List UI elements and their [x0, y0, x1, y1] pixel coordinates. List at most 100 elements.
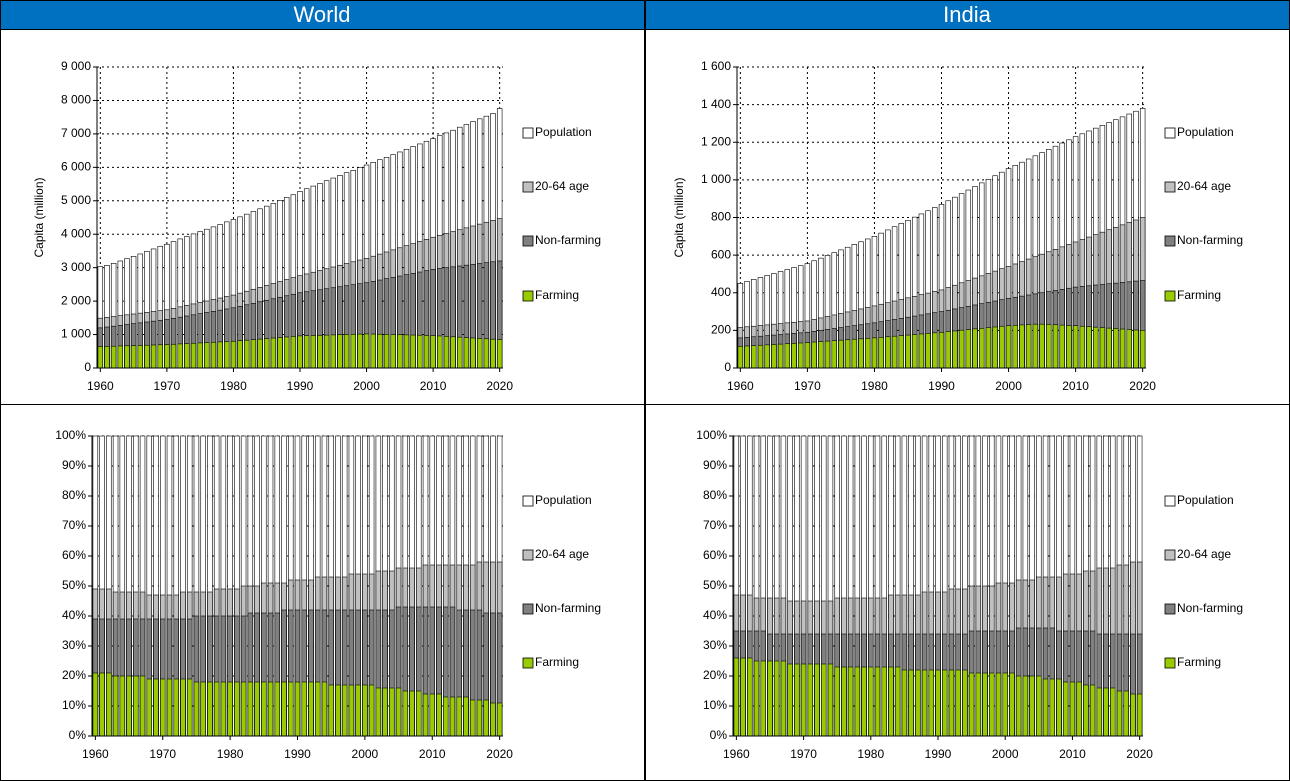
legend-swatch: [522, 127, 534, 139]
legend-label: Non-farming: [535, 233, 601, 247]
header-title: World: [293, 2, 350, 27]
bar: [992, 326, 998, 369]
legend-label: Farming: [1177, 288, 1221, 302]
legend-label: Non-farming: [1177, 601, 1243, 615]
bar: [290, 336, 297, 369]
bar: [375, 687, 382, 737]
legend-label: 20-64 age: [1177, 179, 1231, 193]
bar: [217, 341, 223, 369]
y-tick-label: 10%: [62, 698, 86, 712]
bar: [804, 342, 811, 369]
bar: [915, 669, 921, 737]
bar: [962, 669, 968, 737]
y-tick-label: 60%: [703, 548, 727, 562]
bar: [483, 699, 489, 737]
legend-swatch: [1164, 495, 1176, 507]
bar: [777, 343, 784, 369]
bar: [92, 672, 99, 737]
bar: [821, 663, 827, 737]
legend-swatch: [522, 290, 534, 302]
bar: [1025, 324, 1032, 369]
x-tick-label: 2000: [995, 379, 1022, 393]
y-tick-label: 0%: [710, 728, 728, 742]
y-tick-label: 90%: [62, 458, 86, 472]
x-tick-label: 2020: [1129, 379, 1156, 393]
bar: [891, 335, 898, 369]
bar: [389, 687, 395, 737]
bar: [1119, 328, 1126, 369]
x-tick-label: 2000: [352, 747, 379, 761]
bar: [126, 675, 132, 737]
bar: [1032, 323, 1039, 369]
bar: [337, 334, 343, 369]
bar: [224, 341, 230, 369]
bar: [1099, 327, 1106, 369]
header-cell: [0, 0, 645, 30]
bar: [117, 345, 123, 369]
bar: [456, 696, 462, 737]
bar: [918, 333, 925, 369]
bar: [751, 345, 757, 369]
bar: [791, 343, 797, 369]
bar: [737, 346, 744, 369]
bar: [814, 663, 820, 737]
bar: [173, 678, 179, 737]
bar: [139, 675, 146, 737]
y-tick-label: 0: [724, 360, 731, 374]
legend-label: Farming: [535, 288, 579, 302]
bar: [871, 337, 878, 369]
bar: [157, 344, 163, 369]
bar: [429, 693, 435, 737]
bar: [1130, 693, 1136, 737]
bar: [794, 663, 800, 737]
bar: [362, 684, 368, 737]
bar: [928, 669, 934, 737]
y-tick-label: 70%: [62, 518, 86, 532]
legend-label: 20-64 age: [535, 547, 589, 561]
bar: [288, 681, 294, 737]
bar: [942, 669, 948, 737]
bar: [166, 678, 173, 737]
y-tick-label: 40%: [703, 608, 727, 622]
bar: [935, 669, 941, 737]
bar: [800, 663, 807, 737]
legend-label: Farming: [535, 655, 579, 669]
bar: [865, 337, 871, 369]
legend-label: 20-64 age: [1177, 547, 1231, 561]
bar: [1019, 324, 1025, 369]
bar: [170, 343, 177, 369]
y-tick-label: 1 000: [61, 327, 91, 341]
x-tick-label: 2020: [486, 747, 513, 761]
bar: [932, 332, 938, 369]
bar: [908, 669, 914, 737]
bar: [164, 344, 170, 369]
bar: [968, 672, 975, 737]
bar: [744, 345, 750, 369]
bar: [343, 334, 350, 369]
bar: [797, 342, 804, 369]
y-tick-label: 90%: [703, 458, 727, 472]
bar: [144, 344, 150, 369]
bar: [303, 335, 310, 369]
bar: [250, 339, 257, 369]
bar: [443, 696, 449, 737]
bar: [827, 663, 834, 737]
chart: 0 200 400 600 800 1 000 1 200 1 400 1 600 1960 197…: [672, 59, 1243, 393]
bar: [1042, 678, 1049, 737]
bar: [190, 342, 197, 369]
legend-label: Non-farming: [1177, 233, 1243, 247]
bar: [257, 338, 263, 369]
bar: [390, 334, 396, 369]
bar: [1116, 690, 1123, 737]
bar: [760, 660, 766, 737]
bar: [1103, 687, 1109, 737]
bar: [476, 699, 483, 737]
bar: [1015, 675, 1022, 737]
bar: [1126, 329, 1132, 369]
bar: [948, 669, 955, 737]
y-tick-label: 6 000: [61, 160, 91, 174]
bar: [767, 660, 773, 737]
bar: [270, 337, 277, 369]
bar: [1139, 330, 1146, 369]
